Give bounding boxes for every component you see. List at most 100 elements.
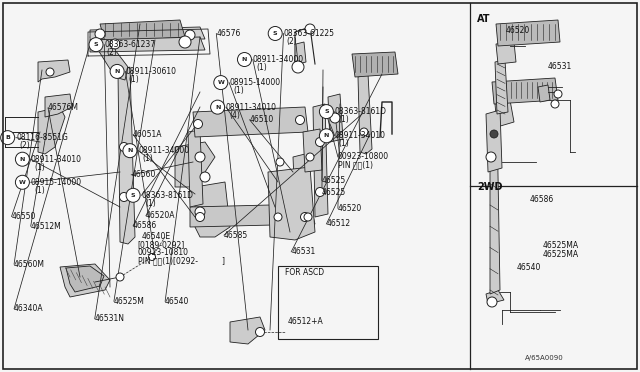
Polygon shape bbox=[496, 20, 560, 46]
Polygon shape bbox=[486, 110, 502, 172]
Text: [0189-0292]: [0189-0292] bbox=[138, 240, 185, 249]
Polygon shape bbox=[118, 67, 135, 244]
Circle shape bbox=[304, 213, 312, 221]
Text: 46525M: 46525M bbox=[114, 297, 145, 306]
Polygon shape bbox=[38, 107, 65, 154]
Circle shape bbox=[305, 24, 315, 34]
Text: 46586: 46586 bbox=[530, 195, 554, 203]
Circle shape bbox=[214, 76, 228, 90]
Text: AT: AT bbox=[477, 14, 490, 23]
Polygon shape bbox=[313, 104, 328, 217]
Text: 46512M: 46512M bbox=[31, 222, 61, 231]
Text: N: N bbox=[242, 57, 247, 62]
Polygon shape bbox=[328, 94, 343, 142]
Text: 08363-61237: 08363-61237 bbox=[104, 40, 156, 49]
Polygon shape bbox=[60, 264, 110, 297]
Circle shape bbox=[551, 100, 559, 108]
Polygon shape bbox=[352, 52, 398, 77]
Circle shape bbox=[195, 212, 205, 221]
Circle shape bbox=[15, 152, 29, 166]
Circle shape bbox=[237, 52, 252, 67]
Text: (1): (1) bbox=[145, 199, 156, 208]
Text: 00923-10810: 00923-10810 bbox=[138, 248, 189, 257]
Text: (1): (1) bbox=[142, 154, 153, 163]
Circle shape bbox=[195, 152, 205, 162]
Text: (1): (1) bbox=[339, 140, 349, 148]
Circle shape bbox=[95, 29, 105, 39]
Text: ]: ] bbox=[221, 256, 224, 265]
Circle shape bbox=[120, 192, 129, 202]
Text: 46525MA: 46525MA bbox=[543, 250, 579, 259]
Circle shape bbox=[211, 100, 225, 114]
Polygon shape bbox=[90, 27, 205, 40]
Text: 46525MA: 46525MA bbox=[543, 241, 579, 250]
Polygon shape bbox=[90, 30, 128, 80]
Text: (1): (1) bbox=[34, 163, 45, 172]
Polygon shape bbox=[175, 142, 215, 187]
Text: 46585: 46585 bbox=[224, 231, 248, 240]
Text: 46531: 46531 bbox=[547, 62, 572, 71]
Circle shape bbox=[276, 158, 284, 166]
Bar bbox=[278, 266, 378, 339]
Text: (1): (1) bbox=[339, 115, 349, 124]
Circle shape bbox=[490, 130, 498, 138]
Text: PIN ピン(1): PIN ピン(1) bbox=[338, 161, 373, 170]
Text: S: S bbox=[131, 193, 136, 198]
Text: 08911-34010: 08911-34010 bbox=[335, 131, 386, 140]
Polygon shape bbox=[492, 78, 558, 104]
Circle shape bbox=[200, 172, 210, 182]
Circle shape bbox=[120, 142, 129, 151]
Circle shape bbox=[360, 128, 368, 136]
Circle shape bbox=[110, 64, 124, 78]
Text: 46525: 46525 bbox=[322, 176, 346, 185]
Text: 46051A: 46051A bbox=[133, 130, 163, 139]
Text: 2WD: 2WD bbox=[477, 182, 502, 192]
Polygon shape bbox=[193, 107, 308, 137]
Text: 46540: 46540 bbox=[165, 297, 189, 306]
Text: 08911-34000: 08911-34000 bbox=[138, 146, 189, 155]
Text: 46520: 46520 bbox=[506, 26, 530, 35]
Polygon shape bbox=[303, 129, 322, 172]
Polygon shape bbox=[495, 100, 514, 127]
Text: FOR ASCD: FOR ASCD bbox=[285, 268, 324, 277]
Circle shape bbox=[126, 188, 140, 202]
Circle shape bbox=[110, 39, 120, 49]
Circle shape bbox=[255, 327, 264, 337]
Text: 46576M: 46576M bbox=[48, 103, 79, 112]
Polygon shape bbox=[230, 317, 265, 344]
Circle shape bbox=[46, 68, 54, 76]
Text: 46560M: 46560M bbox=[14, 260, 45, 269]
Text: N: N bbox=[115, 69, 120, 74]
Polygon shape bbox=[45, 94, 72, 117]
Circle shape bbox=[292, 61, 304, 73]
Text: 08915-14000: 08915-14000 bbox=[229, 78, 280, 87]
Text: W: W bbox=[19, 180, 26, 185]
Text: (1): (1) bbox=[34, 186, 45, 195]
Text: 46576: 46576 bbox=[216, 29, 241, 38]
Polygon shape bbox=[66, 266, 104, 292]
Polygon shape bbox=[38, 60, 70, 82]
Text: 46531: 46531 bbox=[291, 247, 316, 256]
Circle shape bbox=[195, 207, 205, 217]
Circle shape bbox=[1, 131, 15, 145]
Text: (1): (1) bbox=[233, 86, 244, 95]
Text: (2): (2) bbox=[106, 48, 117, 57]
Text: 08116-8551G: 08116-8551G bbox=[16, 133, 68, 142]
Polygon shape bbox=[188, 130, 203, 207]
Circle shape bbox=[487, 297, 497, 307]
Text: 46512+A: 46512+A bbox=[288, 317, 324, 326]
Polygon shape bbox=[190, 204, 315, 227]
Text: 08911-30610: 08911-30610 bbox=[125, 67, 177, 76]
Text: 08911-34010: 08911-34010 bbox=[31, 155, 82, 164]
Text: PIN ピン(1)[0292-: PIN ピン(1)[0292- bbox=[138, 256, 198, 265]
Text: (4): (4) bbox=[230, 111, 241, 120]
Text: N: N bbox=[20, 157, 25, 162]
Text: S: S bbox=[93, 42, 99, 47]
Text: 46520A: 46520A bbox=[146, 211, 175, 220]
Text: 46540: 46540 bbox=[517, 263, 541, 272]
Polygon shape bbox=[486, 290, 504, 304]
Circle shape bbox=[486, 152, 496, 162]
Polygon shape bbox=[358, 74, 372, 154]
Text: W: W bbox=[218, 80, 224, 85]
Circle shape bbox=[316, 138, 324, 147]
